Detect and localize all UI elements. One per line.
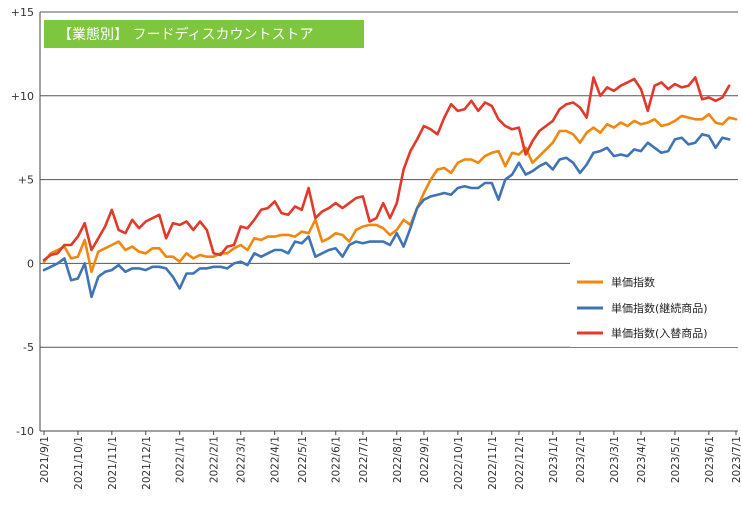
x-tick-label: 2021/12/1 [141,436,153,490]
legend-label-1: 単価指数(継続商品) [611,301,708,315]
legend: 単価指数 単価指数(継続商品) 単価指数(入替商品) [570,262,742,347]
y-tick-label: +10 [11,90,34,103]
x-tick-label: 2023/3/1 [609,436,621,483]
legend-label-0: 単価指数 [611,275,655,289]
x-tick-label: 2022/2/1 [209,436,221,483]
x-tick-label: 2022/8/1 [392,436,404,483]
axes [39,12,738,432]
series-lines [42,76,738,299]
title-text: 【業態別】 フードディスカウントストア [58,26,313,43]
x-tick-label: 2022/6/1 [331,436,343,483]
series-line-1 [42,133,731,299]
x-axis-ticks: 2021/9/1 2021/10/1 2021/11/1 2021/12/1 2022/… [39,431,742,490]
y-tick-label: +5 [18,174,34,187]
x-tick-label: 2022/3/1 [236,436,248,483]
x-tick-label: 2021/9/1 [39,436,51,483]
series-line-2 [42,76,731,262]
x-tick-label: 2023/2/1 [575,436,587,483]
x-tick-label: 2022/7/1 [358,436,370,483]
x-tick-label: 2022/4/1 [270,436,282,483]
x-tick-label: 2023/1/1 [548,436,560,483]
x-tick-label: 2022/1/1 [175,436,187,483]
x-tick-label: 2022/5/1 [297,436,309,483]
x-tick-label: 2022/12/1 [514,436,526,490]
x-tick-label: 2021/11/1 [107,436,119,490]
x-tick-label: 2023/5/1 [670,436,682,483]
x-tick-label: 2022/9/1 [419,436,431,483]
series-line-0 [42,112,738,274]
x-tick-label: 2023/6/1 [704,436,716,483]
y-tick-label: -5 [23,341,34,354]
x-tick-label: 2022/10/1 [453,436,465,490]
x-tick-label: 2022/11/1 [487,436,499,490]
y-tick-label: 0 [27,257,34,270]
chart-title: 【業態別】 フードディスカウントストア [44,20,364,48]
x-tick-label: 2021/10/1 [73,436,85,490]
y-axis-ticks: +15 +10 +5 0 -5 -10 [11,6,34,438]
y-tick-label: +15 [11,6,34,19]
title-background [44,20,364,48]
legend-label-2: 単価指数(入替商品) [611,326,708,340]
x-tick-label: 2023/7/1 [731,436,742,483]
x-tick-label: 2023/4/1 [636,436,648,483]
y-tick-label: -10 [16,425,34,438]
